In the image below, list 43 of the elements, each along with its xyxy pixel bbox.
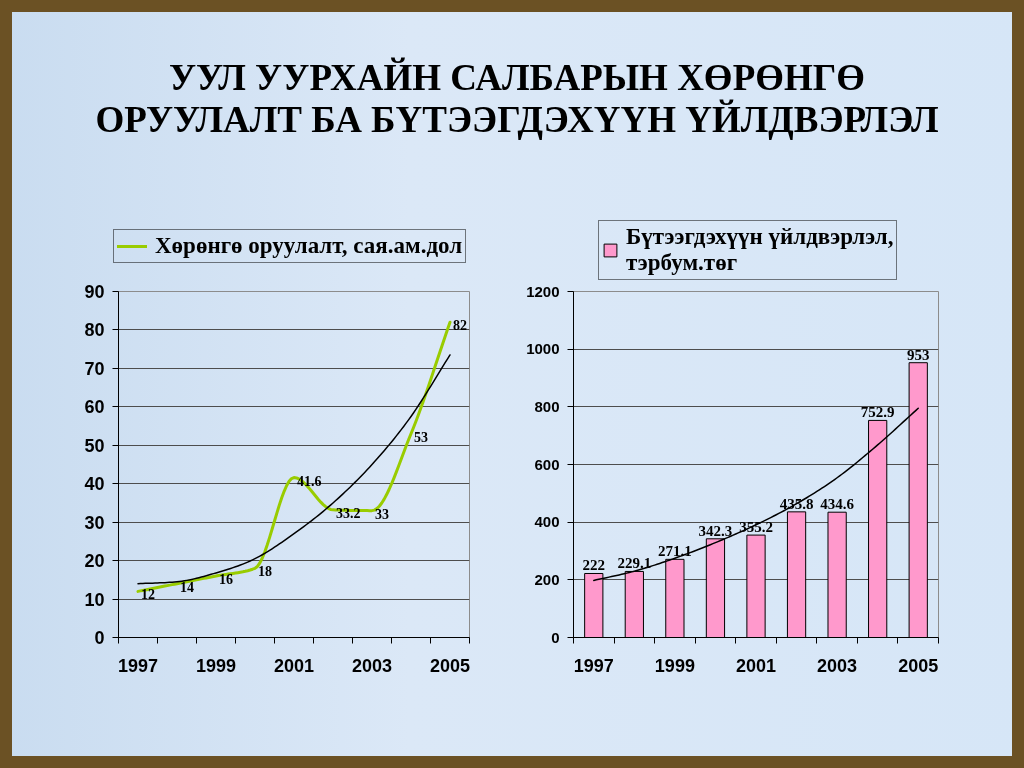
data-label: 434.6 (820, 496, 855, 513)
x-tick-label: 2003 (351, 655, 393, 676)
legend-label: Хөрөнгө оруулалт, сая.ам.дол (155, 233, 463, 259)
y-tick-label: 800 (534, 397, 560, 415)
chart-title: УУЛ УУРХАЙН САЛБАРЫН ХӨРӨНГӨ ОРУУЛАЛТ БА БҮТЭЭГДЭХҮҮН ҮЙЛДВЭРЛЭЛ (94, 57, 940, 141)
y-tick-label: 10 (84, 589, 105, 610)
data-label: 222 (582, 557, 606, 574)
y-tick-label: 60 (84, 397, 105, 418)
legend-label: Бүтээгдэхүүн үйлдвэрлэл, тэрбум.төг (626, 224, 894, 276)
x-tick-label: 2005 (429, 655, 471, 676)
y-tick-label: 400 (534, 513, 560, 531)
data-label: 18 (258, 564, 272, 580)
y-tick-label: 600 (534, 455, 560, 473)
x-tick-label: 1997 (573, 655, 614, 676)
y-tick-label: 90 (84, 282, 105, 302)
y-tick-label: 1200 (526, 282, 560, 300)
y-tick-label: 80 (84, 320, 105, 341)
data-label: 271.1 (658, 543, 692, 560)
data-label: 229.1 (617, 555, 652, 572)
x-tick-label: 2001 (735, 655, 777, 676)
y-tick-label: 50 (84, 435, 105, 456)
data-label: 752.9 (860, 404, 895, 421)
data-label: 53 (414, 429, 428, 445)
data-label: 342.3 (698, 522, 733, 539)
x-tick-label: 1997 (117, 655, 159, 676)
data-label: 953 (906, 346, 930, 363)
y-tick-label: 70 (84, 358, 105, 379)
x-tick-label: 2005 (898, 655, 939, 676)
x-tick-label: 1999 (195, 655, 237, 676)
x-tick-label: 2001 (273, 655, 315, 676)
y-tick-label: 30 (84, 512, 105, 533)
y-tick-label: 40 (84, 474, 105, 495)
y-tick-label: 20 (84, 551, 105, 572)
y-tick-label: 0 (94, 628, 105, 648)
data-label: 14 (180, 579, 194, 595)
x-tick-label: 1999 (654, 655, 695, 676)
data-label: 16 (219, 571, 233, 587)
x-tick-label: 2003 (817, 655, 858, 676)
y-tick-label: 0 (551, 628, 560, 646)
y-tick-label: 200 (534, 570, 560, 588)
data-label: 33 (375, 506, 389, 522)
y-tick-label: 1000 (526, 340, 560, 358)
data-label: 12 (141, 587, 155, 603)
